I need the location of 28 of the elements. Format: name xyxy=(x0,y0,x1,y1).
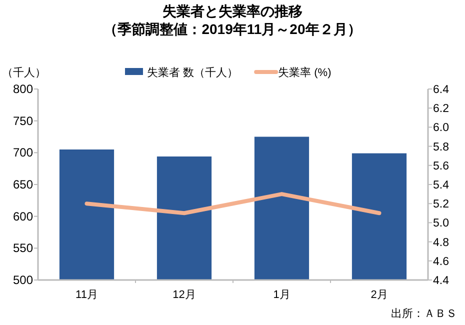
y2-tick-label: 6.4 xyxy=(433,84,450,96)
x-tick-label: 12月 xyxy=(172,289,196,301)
y2-tick-label: 5.0 xyxy=(433,218,449,230)
y-axis-title: （千人） xyxy=(2,66,46,79)
y2-tick-label: 4.4 xyxy=(433,275,450,287)
y2-tick-label: 5.4 xyxy=(433,180,450,192)
legend-label: 失業者 数（千人） xyxy=(147,66,238,79)
y-tick-label: 500 xyxy=(12,273,34,287)
chart-subtitle: （季節調整値：2019年11月～20年２月） xyxy=(104,21,362,37)
x-tick-label: 1月 xyxy=(273,289,290,301)
x-tick-label: 11月 xyxy=(76,289,98,301)
text: 出所：ＡＢＳ xyxy=(391,307,457,320)
y2-tick-label: 5.6 xyxy=(433,160,449,172)
y-tick-label: 600 xyxy=(12,209,34,224)
y2-tick-label: 5.2 xyxy=(433,198,449,211)
y-tick-label: 650 xyxy=(12,178,34,192)
y-tick-label: 800 xyxy=(12,82,34,96)
y-tick-label: 700 xyxy=(12,146,34,160)
y2-tick-label: 6.0 xyxy=(433,122,449,134)
x-tick-label: 2月 xyxy=(370,289,388,301)
y2-tick-label: 4.8 xyxy=(433,236,449,249)
y2-tick-label: 5.8 xyxy=(433,141,449,154)
legend-label: 失業率 (%) xyxy=(278,66,332,79)
y2-tick-label: 4.6 xyxy=(433,256,449,268)
chart-title: 失業者と失業率の推移 xyxy=(162,3,302,19)
y2-tick-label: 6.2 xyxy=(433,103,449,116)
y-tick-label: 750 xyxy=(12,114,34,128)
y-tick-label: 550 xyxy=(12,241,34,256)
